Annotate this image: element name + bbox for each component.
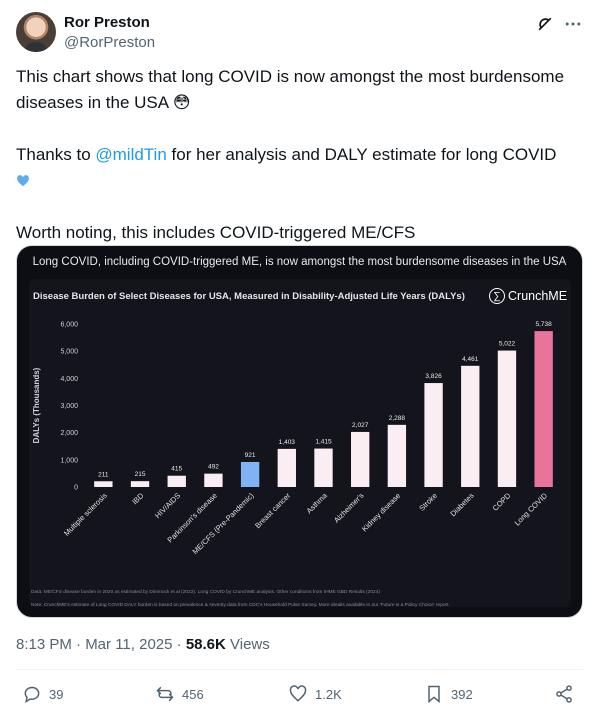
x-tick-label: Alzheimer's: [332, 491, 366, 525]
tweet-header: Ror Preston @RorPreston: [16, 10, 583, 58]
bar-value-label: 4,461: [462, 356, 479, 363]
bar: [351, 431, 370, 487]
y-tick-label: 1,000: [60, 457, 78, 464]
tweet-timestamp: 8:13 PM · Mar 11, 2025 · 58.6K Views: [16, 636, 270, 653]
views-count: 58.6K: [185, 636, 226, 653]
x-tick-label: Kidney disease: [360, 491, 402, 533]
x-tick-label: Diabetes: [448, 491, 475, 518]
avatar[interactable]: [16, 12, 56, 52]
chart-headline: Long COVID, including COVID-triggered ME…: [32, 256, 567, 268]
bar-value-label: 211: [98, 471, 109, 478]
bar: [461, 365, 480, 487]
x-tick-label: ME/CFS (Pre-Pandemic): [191, 491, 256, 556]
bar-value-label: 2,288: [389, 415, 406, 422]
tweet-media[interactable]: Long COVID, including COVID-triggered ME…: [16, 245, 583, 618]
y-tick-label: 0: [74, 485, 78, 492]
bar: [94, 481, 113, 487]
bar: [534, 331, 553, 487]
bar-chart: DALYs (Thousands) 0 1,000 2,000 3,000 4,000 5,…: [32, 321, 553, 556]
y-tick-label: 6,000: [60, 322, 78, 329]
bar-value-label: 415: [171, 466, 182, 473]
tweet-line-3: Worth noting, this includes COVID-trigge…: [16, 223, 416, 242]
bar: [497, 350, 517, 487]
bookmark-count: 392: [451, 686, 473, 702]
chart-panel: [29, 279, 571, 607]
bar: [204, 473, 223, 487]
bar-value-label: 2,027: [352, 422, 369, 429]
y-tick-label: 4,000: [60, 376, 78, 383]
bar-value-label: 1,415: [315, 439, 332, 446]
bookmark-icon: [428, 685, 440, 704]
bar: [277, 448, 296, 487]
chart-title: Disease Burden of Select Diseases for US…: [33, 291, 465, 302]
tweet-line-2: Thanks to @mildTin for her analysis and …: [16, 142, 583, 194]
like-count: 1.2K: [315, 686, 342, 702]
tweet-time[interactable]: 8:13 PM · Mar 11, 2025 ·: [16, 636, 186, 653]
x-tick-label: Multiple sclerosis: [62, 491, 109, 538]
like-icon: [289, 685, 307, 702]
repost-count: 456: [182, 686, 204, 702]
x-tick-label: Breast cancer: [253, 491, 292, 530]
bar: [314, 448, 333, 487]
bookmark-button[interactable]: 392: [424, 684, 473, 704]
bar: [130, 481, 150, 487]
bar-value-label: 215: [135, 471, 146, 478]
tweet-line-1: This chart shows that long COVID is now …: [16, 67, 565, 112]
reply-button[interactable]: 39: [22, 684, 63, 704]
repost-icon: [156, 686, 174, 702]
brand-logo: ∑ CrunchME: [489, 288, 567, 304]
x-tick-label: COPD: [491, 491, 513, 513]
bar: [424, 383, 443, 487]
bar: [240, 461, 260, 487]
sigma-icon: ∑: [489, 288, 505, 304]
grok-icon[interactable]: [535, 14, 555, 34]
tweet-line-2-before: Thanks to: [16, 145, 96, 164]
tweet-line-2-after: for her analysis and DALY estimate for l…: [166, 145, 557, 164]
bar-value-label: 3,826: [425, 373, 442, 380]
bar-value-label: 492: [208, 464, 219, 471]
y-tick-label: 3,000: [60, 403, 78, 410]
blue-heart-icon: [17, 175, 29, 187]
like-button[interactable]: 1.2K: [288, 684, 342, 704]
chart-footnote-data: Data: ME/CFS disease burden in 2020 as e…: [31, 590, 380, 595]
divider: [16, 669, 583, 670]
bar-value-label: 5,738: [536, 321, 553, 328]
share-button[interactable]: [554, 684, 574, 704]
bar-value-label: 5,022: [499, 341, 516, 348]
x-tick-label: Long COVID: [513, 491, 550, 528]
author-name[interactable]: Ror Preston: [64, 14, 150, 31]
y-axis-title: DALYs (Thousands): [32, 367, 41, 443]
mention-link[interactable]: @mildTin: [95, 145, 167, 164]
x-tick-label: HIV/AIDS: [153, 491, 182, 520]
chart-footnote-note: Note: CrunchME's estimate of Long COVID …: [31, 603, 450, 608]
tweet-text: This chart shows that long COVID is now …: [16, 64, 583, 246]
bar-value-label: 921: [245, 452, 256, 459]
more-icon[interactable]: [563, 14, 583, 34]
author-handle[interactable]: @RorPreston: [64, 34, 156, 51]
brand-name: CrunchME: [508, 289, 568, 303]
bar-value-label: 1,403: [279, 439, 296, 446]
x-tick-label: IBD: [130, 491, 146, 507]
x-tick-label: Asthma: [305, 490, 330, 515]
reply-count: 39: [49, 686, 64, 702]
reply-icon: [24, 686, 40, 704]
y-tick-label: 2,000: [60, 430, 78, 437]
share-icon: [556, 685, 572, 703]
repost-button[interactable]: 456: [155, 684, 204, 704]
views-label: Views: [225, 636, 270, 653]
x-tick-label: Stroke: [417, 491, 439, 513]
bar: [387, 424, 407, 487]
y-tick-label: 5,000: [60, 349, 78, 356]
bar: [167, 475, 186, 487]
action-bar: 39 456 1.2K 392: [16, 684, 583, 708]
